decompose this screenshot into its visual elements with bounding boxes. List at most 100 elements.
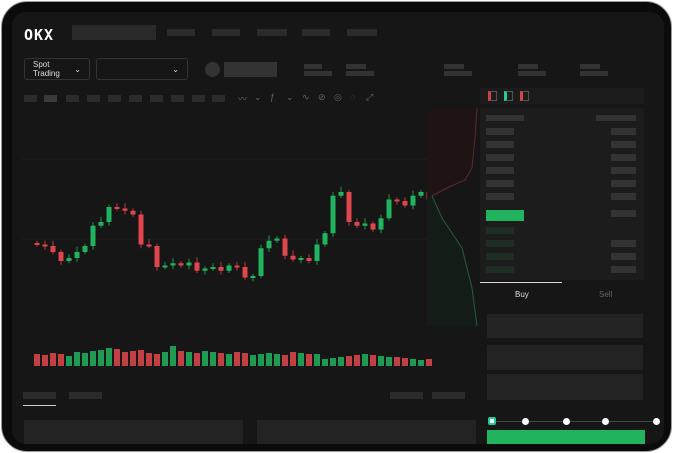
timeframe-button[interactable] — [212, 95, 225, 102]
volume-bar — [282, 355, 288, 366]
filter[interactable] — [390, 392, 423, 399]
trading-screen: OKX Spot Trading ⌄ ⌄ 〰 ⌄ ƒ ⌄ ∿ ⊘ ◎ ◌ ⤢ Buy Sell — [12, 12, 664, 444]
candle — [226, 265, 232, 271]
candle — [346, 192, 352, 222]
tab-indicator — [480, 282, 562, 283]
nav-item[interactable] — [212, 29, 240, 36]
volume-bar — [114, 349, 120, 366]
bid-amount — [611, 240, 636, 247]
stat-value — [580, 71, 608, 76]
volume-bar — [274, 354, 280, 366]
timeframe-button[interactable] — [108, 95, 121, 102]
timeframe-button[interactable] — [192, 95, 205, 102]
ask-amount — [611, 167, 636, 174]
slider-step[interactable] — [602, 418, 609, 425]
bid-price — [486, 253, 514, 260]
chart-tool-icon[interactable]: 〰 — [238, 94, 248, 104]
volume-bar — [194, 353, 200, 366]
volume-bar — [250, 355, 256, 366]
volume-bar — [306, 354, 312, 366]
orderbook-sell-icon[interactable] — [520, 91, 529, 101]
bid-price — [486, 227, 514, 234]
candle — [354, 222, 360, 226]
price-input[interactable] — [487, 314, 643, 338]
chart-tool-icon[interactable]: ƒ — [270, 92, 276, 102]
tab-history[interactable] — [69, 392, 102, 399]
slider-step[interactable] — [522, 418, 529, 425]
orderbook-buy-icon[interactable] — [504, 91, 513, 101]
chart-tool-icon[interactable]: ⌄ — [254, 92, 262, 102]
volume-bar — [170, 346, 176, 366]
nav-item[interactable] — [302, 29, 330, 36]
chart-tool-icon[interactable]: ⤢ — [366, 92, 374, 102]
orderbook-both-icon[interactable] — [488, 91, 497, 101]
amount-slider[interactable] — [492, 421, 658, 422]
buy-button[interactable] — [487, 430, 645, 444]
ask-amount — [611, 128, 636, 135]
chart-tool-icon[interactable]: ⌄ — [286, 92, 294, 102]
timeframe-button[interactable] — [66, 95, 79, 102]
amount-input[interactable] — [487, 345, 643, 370]
slider-step[interactable] — [563, 418, 570, 425]
volume-bar — [346, 356, 352, 366]
slider-handle[interactable] — [488, 417, 496, 425]
candle — [306, 258, 312, 261]
nav-item[interactable] — [167, 29, 195, 36]
timeframe-button[interactable] — [129, 95, 142, 102]
candle — [170, 263, 176, 266]
candlestick-chart[interactable] — [22, 104, 432, 374]
stat-label — [518, 64, 538, 69]
ask-price — [486, 154, 514, 161]
filter[interactable] — [432, 392, 465, 399]
candle — [82, 246, 88, 252]
chart-tool-icon[interactable]: ◌ — [350, 92, 356, 102]
volume-bar — [162, 352, 168, 366]
chart-tool-icon[interactable]: ⊘ — [318, 92, 326, 102]
volume-bar — [130, 351, 136, 366]
candle — [322, 233, 328, 245]
ask-amount — [611, 210, 636, 217]
column-header — [486, 115, 524, 121]
market-select[interactable]: Spot Trading ⌄ — [24, 58, 90, 80]
candle — [74, 252, 80, 258]
candle — [370, 223, 376, 230]
stat-label — [346, 64, 366, 69]
volume-bar — [242, 353, 248, 366]
tab-orders[interactable] — [23, 392, 56, 399]
slider-step[interactable] — [653, 418, 660, 425]
bid-amount — [611, 253, 636, 260]
chart-tool-icon[interactable]: ◎ — [334, 92, 342, 102]
search-bar[interactable] — [72, 25, 156, 40]
stat-label — [444, 64, 464, 69]
candle — [154, 246, 160, 267]
candle — [242, 267, 248, 278]
nav-item[interactable] — [257, 29, 287, 36]
volume-bar — [98, 350, 104, 366]
volume-bar — [394, 357, 400, 366]
total-input[interactable] — [487, 374, 643, 400]
nav-item[interactable] — [347, 29, 377, 36]
volume-bar — [226, 354, 232, 366]
candle — [106, 207, 112, 222]
timeframe-button[interactable] — [150, 95, 163, 102]
tab-sell[interactable]: Sell — [599, 290, 613, 299]
timeframe-button[interactable] — [44, 95, 57, 102]
pair-select[interactable]: ⌄ — [96, 58, 188, 80]
timeframe-button[interactable] — [24, 95, 37, 102]
chart-tool-icon[interactable]: ∿ — [302, 92, 310, 102]
candle — [258, 248, 264, 276]
orders-panel — [24, 420, 243, 444]
volume-bar — [146, 353, 152, 366]
timeframe-button[interactable] — [87, 95, 100, 102]
ask-price — [486, 180, 514, 187]
candle — [66, 258, 72, 261]
volume-bar — [154, 354, 160, 366]
tab-buy[interactable]: Buy — [515, 290, 529, 299]
timeframe-button[interactable] — [171, 95, 184, 102]
volume-bar — [378, 356, 384, 366]
volume-bar — [266, 353, 272, 366]
candle — [250, 276, 256, 278]
volume-bar — [258, 354, 264, 366]
candle — [186, 262, 192, 266]
candle — [418, 192, 424, 196]
